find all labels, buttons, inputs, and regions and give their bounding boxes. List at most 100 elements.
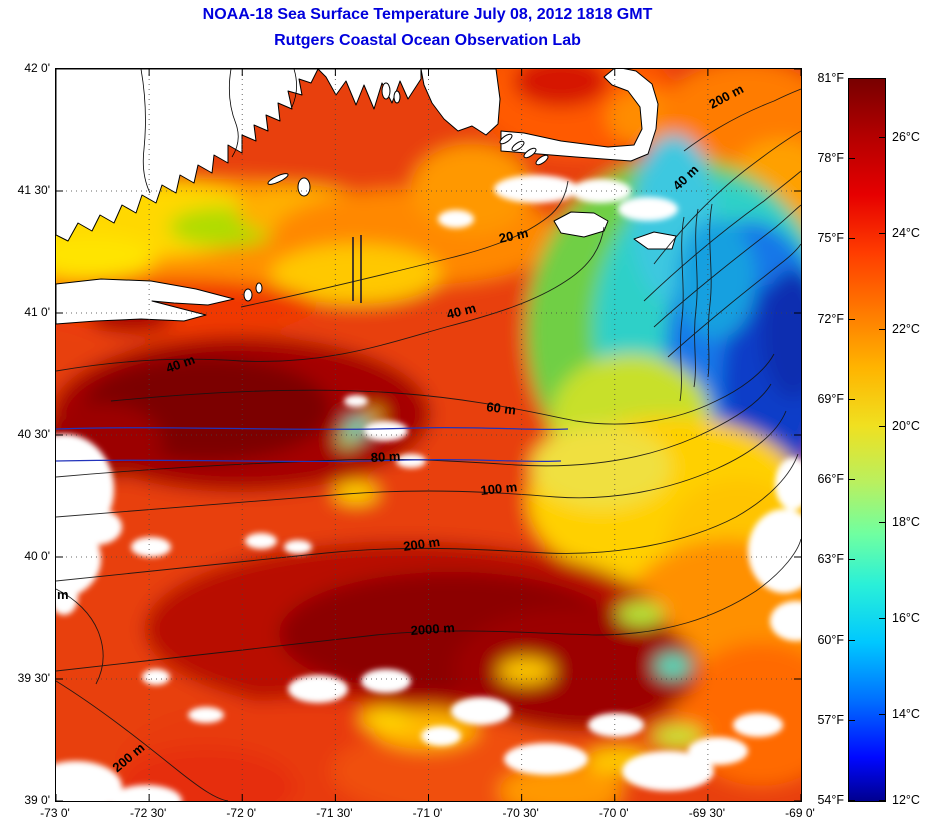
contour-200m-ne [683, 88, 801, 152]
axis-ticks [56, 69, 801, 801]
x-tick-label: -72 0' [226, 806, 257, 820]
marthas-vineyard [553, 211, 609, 238]
x-tick-label: -71 30' [316, 806, 353, 820]
contour-bank-4 [679, 216, 685, 402]
colorbar-tick [849, 318, 855, 320]
contour-60m [110, 353, 775, 425]
contour-200m [56, 453, 799, 582]
x-tick-label: -69 30' [688, 806, 726, 820]
x-tick-label: -71 0' [412, 806, 443, 820]
page-title: NOAA-18 Sea Surface Temperature July 08,… [202, 6, 653, 23]
bay-island [393, 90, 401, 104]
colorbar-tick [879, 800, 885, 801]
contour-bank-2 [653, 204, 801, 328]
contour-label: 100 m [480, 479, 518, 498]
colorbar-tick [849, 398, 855, 400]
x-tick-label: -69 0' [785, 806, 815, 820]
colorbar-celsius-label: 14°C [892, 707, 920, 722]
fishers-island [267, 173, 289, 185]
contour-2000m [56, 538, 801, 672]
contour-label: 60 m [486, 399, 517, 418]
colorbar-celsius-label: 18°C [892, 514, 920, 529]
contour-bank-1 [643, 170, 801, 302]
y-tick-label: 40 30' [17, 427, 50, 441]
contour-100m [56, 410, 787, 518]
map-plot-area: 200 m 40 m 20 m 40 m 40 m 60 m 80 m 100 … [55, 68, 802, 802]
plum-island [255, 282, 263, 294]
colorbar-tick [849, 479, 855, 481]
contour-80m [56, 383, 772, 478]
colorbar-fahrenheit-label: 72°F [817, 311, 844, 326]
y-tick-label: 40 0' [24, 549, 50, 563]
colorbar-tick [849, 559, 855, 561]
contour-label: m [57, 587, 69, 602]
nantucket [633, 231, 677, 250]
colorbar-tick [879, 618, 885, 620]
land-masses [56, 69, 677, 325]
colorbar-fahrenheit-label: 69°F [817, 391, 844, 406]
contour-bank-6 [707, 203, 713, 378]
x-tick-label: -72 30' [129, 806, 167, 820]
block-island [297, 177, 311, 197]
contour-bank-3 [667, 243, 801, 358]
colorbar-tick [879, 329, 885, 331]
colorbar-fahrenheit-label: 66°F [817, 472, 844, 487]
colorbar-tick [849, 238, 855, 240]
colorbar-celsius-label: 24°C [892, 226, 920, 241]
connecticut-coast [56, 69, 319, 242]
contour-canyon [56, 588, 104, 685]
colorbar-tick [879, 425, 885, 427]
lat-lon-grid [56, 69, 801, 801]
contour-label: 20 m [498, 225, 530, 246]
long-island [56, 278, 235, 325]
colorbar-tick [879, 233, 885, 235]
colorbar-tick [849, 639, 855, 641]
colorbar-fahrenheit-label: 78°F [817, 151, 844, 166]
colorbar-fahrenheit-label: 63°F [817, 552, 844, 567]
elizabeth-island [523, 147, 537, 159]
colorbar-tick [849, 719, 855, 721]
colorbar-fahrenheit-label: 60°F [817, 632, 844, 647]
cape-cod [500, 69, 659, 162]
contour-label: 2000 m [410, 620, 455, 638]
colorbar-celsius-label: 12°C [892, 793, 920, 807]
colorbar-celsius-label: 26°C [892, 129, 920, 144]
y-tick-label: 41 30' [17, 183, 50, 197]
contour-40m-east [653, 130, 801, 265]
x-tick-label: -70 30' [502, 806, 539, 820]
contour-label: 40 m [445, 300, 477, 322]
colorbar-tick [879, 714, 885, 716]
contour-200m-sw [56, 680, 229, 801]
colorbar-fahrenheit-label: 75°F [817, 231, 844, 246]
colorbar-tick [849, 78, 855, 79]
y-tick-label: 39 0' [24, 793, 50, 807]
rhode-island-coast [317, 69, 422, 110]
colorbar-fahrenheit-label: 81°F [817, 71, 844, 85]
bay-island [381, 82, 391, 100]
x-tick-label: -73 0' [40, 806, 70, 820]
contour-label: 80 m [370, 448, 400, 465]
colorbar-tick [849, 800, 855, 801]
colorbar-tick [879, 521, 885, 523]
contour-40m [56, 226, 605, 372]
x-tick-label: -70 0' [598, 806, 629, 820]
gardiners-island [243, 288, 253, 302]
y-tick-label: 41 0' [24, 305, 50, 319]
colorbar-celsius-label: 20°C [892, 418, 920, 433]
contour-bank-5 [693, 208, 699, 388]
colorbar-tick [879, 136, 885, 138]
temperature-colorbar [848, 78, 886, 802]
y-tick-label: 42 0' [24, 61, 50, 75]
colorbar-celsius-label: 16°C [892, 611, 920, 626]
elizabeth-island [511, 140, 525, 152]
colorbar-tick [849, 158, 855, 160]
sst-map-image: 200 m 40 m 20 m 40 m 40 m 60 m 80 m 100 … [56, 69, 801, 801]
contour-20m [240, 180, 569, 308]
elizabeth-island [535, 154, 549, 166]
rivers [140, 69, 297, 194]
colorbar-celsius-label: 22°C [892, 322, 920, 337]
colorbar-fahrenheit-label: 57°F [817, 712, 844, 727]
y-tick-label: 39 30' [17, 671, 50, 685]
depth-contours [56, 88, 801, 801]
